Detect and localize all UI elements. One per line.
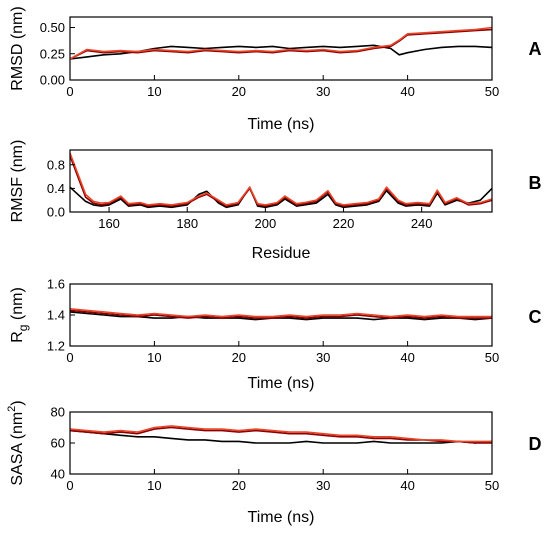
y-tick-label: 0.0: [47, 205, 65, 220]
x-tick-label: 30: [316, 84, 330, 99]
series-line-2: [69, 28, 493, 60]
panel-label: A: [529, 39, 542, 59]
y-tick-label: 0.25: [40, 46, 65, 61]
x-tick-label: 160: [98, 216, 120, 231]
y-tick-label: 60: [51, 436, 65, 451]
x-axis-title: Residue: [252, 245, 311, 262]
x-tick-label: 240: [411, 216, 433, 231]
y-axis-title: RMSD (nm): [9, 6, 26, 90]
x-tick-label: 180: [176, 216, 198, 231]
x-tick-label: 20: [232, 84, 246, 99]
series-line-3: [69, 308, 492, 318]
plot-frame: [69, 16, 493, 81]
x-tick-label: 0: [66, 350, 73, 365]
series-line-1: [69, 429, 493, 444]
y-axis-title-main: SASA (nm: [9, 412, 26, 486]
x-tick-label: 10: [147, 84, 161, 99]
x-tick-label: 50: [485, 84, 499, 99]
panel-b: 160 180 200 220 240 0.0 0.4 0.8 Residue RMSF (nm)…: [9, 140, 542, 262]
plot-frame: [69, 149, 493, 213]
x-tick-label: 20: [232, 478, 246, 493]
y-tick-label: 1.2: [47, 339, 65, 354]
panel-d: 0 10 20 30 40 50 40 60 80 Time (ns) SASA (nm2) D: [6, 400, 542, 526]
x-tick-label: 40: [400, 350, 414, 365]
y-tick-label: 0.8: [47, 157, 65, 172]
x-tick-label: 200: [255, 216, 277, 231]
x-tick-label: 10: [147, 350, 161, 365]
panel-a: 0 10 20 30 40 50 0.00 0.25 0.50 Time (ns) RMSD (nm…: [9, 6, 542, 133]
y-tick-label: 0.50: [40, 20, 65, 35]
series-line-2: [69, 309, 492, 319]
series-line-1: [69, 186, 493, 209]
x-axis-title: Time (ns): [248, 116, 315, 133]
x-axis-title: Time (ns): [248, 509, 315, 526]
y-axis-title: SASA (nm2): [6, 400, 26, 485]
panel-label: D: [529, 434, 542, 454]
y-tick-label: 40: [51, 467, 65, 482]
panel-label: C: [529, 307, 542, 327]
series-line-2: [69, 155, 493, 207]
series-line-3: [69, 425, 492, 443]
y-axis-title-main: R: [9, 331, 26, 343]
x-tick-label: 0: [66, 478, 73, 493]
y-axis-title-superscript: 2: [6, 406, 18, 412]
x-tick-label: 50: [485, 350, 499, 365]
x-tick-label: 20: [232, 350, 246, 365]
x-tick-label: 10: [147, 478, 161, 493]
y-axis-title: Rg (nm): [9, 287, 30, 343]
y-axis-title: RMSF (nm): [9, 140, 26, 223]
x-axis-title: Time (ns): [248, 375, 315, 392]
y-axis-title-rest: ): [9, 400, 26, 405]
x-tick-label: 0: [66, 84, 73, 99]
y-axis-title-rest: (nm): [9, 287, 26, 324]
panel-c: 0 10 20 30 40 50 1.2 1.4 1.6 Time (ns) Rg (nm) C: [9, 277, 542, 393]
y-tick-label: 1.4: [47, 308, 65, 323]
y-tick-label: 0.00: [40, 73, 65, 88]
x-tick-label: 50: [485, 478, 499, 493]
x-tick-label: 30: [316, 478, 330, 493]
x-tick-label: 40: [400, 478, 414, 493]
series-line-3: [69, 152, 493, 206]
y-tick-label: 80: [51, 405, 65, 420]
y-axis-title-subscript: g: [16, 325, 30, 332]
y-tick-label: 1.6: [47, 277, 65, 292]
panel-label: B: [529, 173, 542, 193]
y-tick-label: 0.4: [47, 181, 65, 196]
series-line-3: [69, 26, 493, 60]
x-tick-label: 40: [400, 84, 414, 99]
x-tick-label: 30: [316, 350, 330, 365]
x-tick-label: 220: [333, 216, 355, 231]
